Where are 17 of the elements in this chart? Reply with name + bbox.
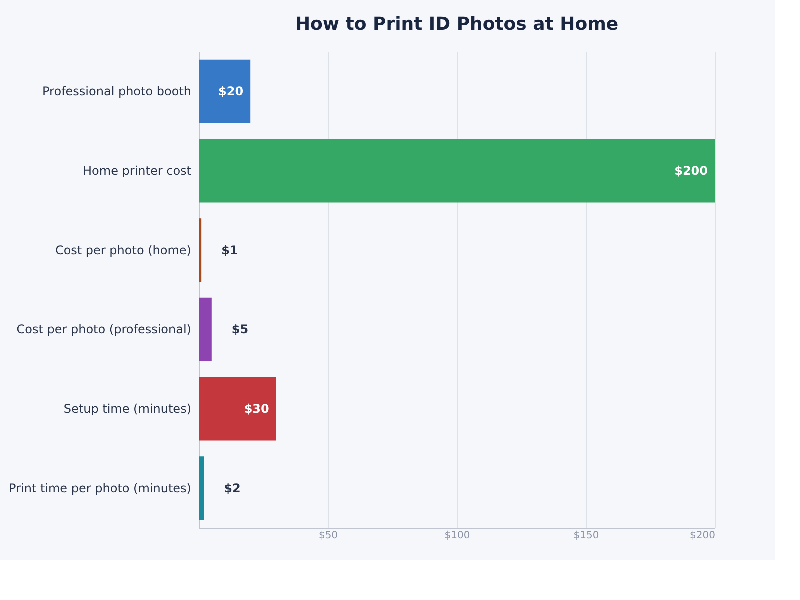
y-tick-label: Home printer cost xyxy=(83,164,192,178)
y-tick-label: Print time per photo (minutes) xyxy=(9,481,192,496)
data-label: $20 xyxy=(218,84,244,99)
data-label: $1 xyxy=(222,243,238,258)
data-label: $30 xyxy=(244,402,270,416)
x-tick-label: $200 xyxy=(690,530,716,542)
y-tick-label: Cost per photo (professional) xyxy=(16,322,192,337)
y-tick-label: Setup time (minutes) xyxy=(64,402,192,416)
data-label: $5 xyxy=(232,322,249,337)
data-label: $2 xyxy=(224,481,241,496)
chart-title: How to Print ID Photos at Home xyxy=(295,14,619,35)
x-tick-label: $50 xyxy=(318,530,338,542)
x-tick-label: $100 xyxy=(444,530,470,542)
y-tick-label: Cost per photo (home) xyxy=(55,243,192,258)
y-tick-label: Professional photo booth xyxy=(42,84,192,99)
x-tick-label: $150 xyxy=(574,530,600,542)
data-label: $200 xyxy=(674,164,708,178)
